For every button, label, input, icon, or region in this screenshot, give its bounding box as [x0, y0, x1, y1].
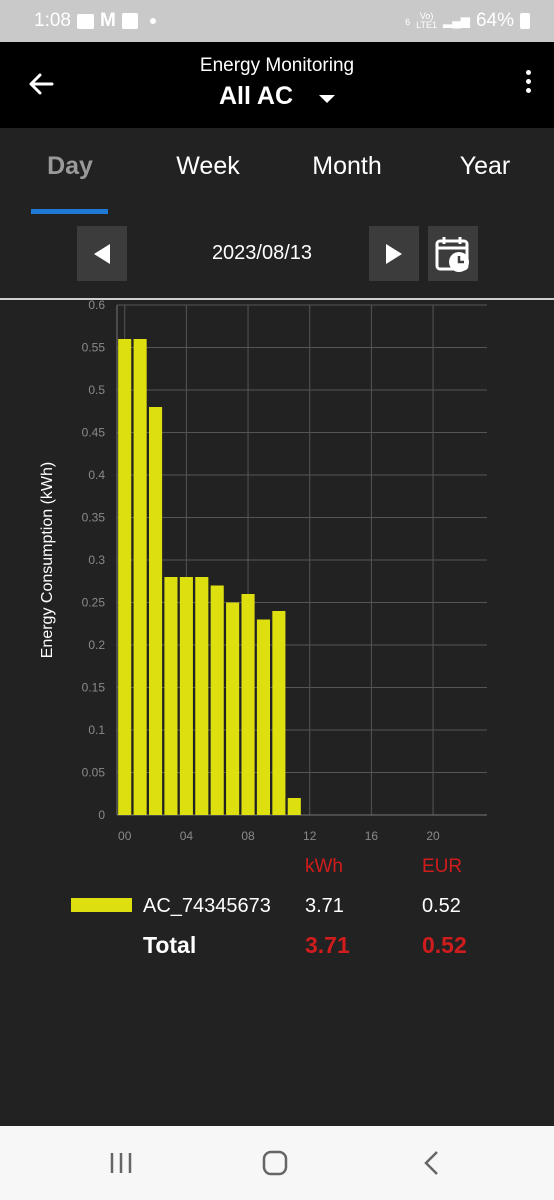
bar	[195, 577, 209, 815]
status-bar: 1:08 M 6 Vo) LTE1 ▂▄▆ 64%	[0, 0, 554, 42]
device-selector[interactable]: All AC	[0, 82, 554, 111]
x-tick-label: 04	[180, 829, 194, 843]
app-title: Energy Monitoring	[199, 55, 355, 76]
battery-percent: 64%	[475, 10, 514, 31]
energy-chart: 0 0.05 0.1 0.15 0.2 0.25 0.3 0.35 0.4 0.45 0.5 0.55…	[0, 298, 554, 850]
date-navigator: 2023/08/13	[0, 216, 554, 300]
kebab-dot	[525, 79, 531, 84]
previous-date-button[interactable]	[77, 226, 127, 281]
bar	[226, 602, 240, 815]
consumption-summary: kWh EUR AC_74345673 3.71 0.52 Total 3.71…	[0, 850, 554, 970]
divider-line	[0, 298, 554, 300]
calendar-button[interactable]	[428, 226, 478, 281]
recent-apps-icon	[110, 1153, 132, 1173]
bar	[133, 339, 147, 815]
y-tick-label: 0.55	[82, 341, 106, 355]
triangle-right-icon	[386, 243, 402, 264]
period-tabs: Day Week Month Year	[0, 128, 554, 216]
bar	[148, 407, 163, 815]
home-icon	[262, 1150, 288, 1176]
bar	[164, 577, 178, 815]
app-bar: Energy Monitoring All AC	[0, 42, 554, 128]
home-button[interactable]	[262, 1150, 288, 1181]
y-tick-label: 0.05	[82, 766, 106, 780]
more-options-button[interactable]	[522, 70, 534, 100]
kebab-dot	[525, 88, 531, 93]
system-nav-bar	[0, 1126, 554, 1200]
x-tick-label: 12	[303, 829, 317, 843]
bar	[118, 339, 132, 815]
network-label: LTE1	[416, 20, 437, 30]
device-kwh: 3.71	[305, 895, 344, 917]
bar	[287, 798, 301, 815]
x-tick-label: 00	[118, 829, 132, 843]
tab-year[interactable]: Year	[459, 152, 511, 180]
y-tick-label: 0.6	[88, 300, 105, 312]
tab-month[interactable]: Month	[312, 152, 382, 180]
x-tick-label: 20	[426, 829, 440, 843]
bar	[210, 585, 224, 815]
bar	[179, 577, 193, 815]
total-label: Total	[143, 932, 197, 958]
device-eur: 0.52	[422, 895, 461, 917]
total-kwh: 3.71	[305, 932, 350, 958]
legend-swatch	[71, 898, 132, 912]
chevron-left-icon	[424, 1151, 438, 1175]
bar	[241, 594, 255, 815]
current-date: 2023/08/13	[211, 242, 313, 264]
y-tick-label: 0.45	[82, 426, 106, 440]
y-tick-label: 0.35	[82, 511, 106, 525]
volte-indicator: Vo) LTE1	[416, 12, 437, 30]
system-back-button[interactable]	[420, 1150, 446, 1181]
active-tab-indicator	[31, 209, 108, 214]
y-tick-label: 0.1	[88, 723, 105, 737]
wifi-icon: 6	[405, 14, 410, 28]
kwh-column-header: kWh	[305, 856, 343, 877]
wifi-calling-number: 6	[405, 17, 411, 27]
x-tick-label: 08	[241, 829, 255, 843]
eur-column-header: EUR	[422, 856, 463, 877]
gmail-icon: M	[99, 10, 116, 31]
y-tick-label: 0.15	[82, 681, 106, 695]
signal-icon: ▂▄▆	[443, 14, 470, 28]
bar	[256, 619, 271, 815]
y-tick-label: 0.4	[88, 468, 105, 482]
status-time: 1:08	[34, 10, 71, 31]
tab-day[interactable]: Day	[47, 152, 93, 180]
next-date-button[interactable]	[369, 226, 419, 281]
y-tick-label: 0.5	[88, 383, 105, 397]
back-button[interactable]	[22, 64, 62, 104]
total-eur: 0.52	[422, 932, 467, 958]
status-left: 1:08 M	[34, 10, 156, 32]
y-tick-label: 0	[98, 808, 105, 822]
x-tick-label: 16	[365, 829, 379, 843]
notification-dot-icon	[149, 18, 156, 24]
y-tick-label: 0.2	[88, 638, 105, 652]
bar	[272, 611, 286, 815]
gallery-icon	[76, 13, 94, 29]
triangle-left-icon	[94, 243, 110, 264]
linkedin-icon	[121, 13, 138, 29]
y-axis-label: Energy Consumption (kWh)	[39, 462, 56, 659]
recent-apps-button[interactable]	[108, 1150, 134, 1181]
arrow-left-icon	[29, 73, 54, 95]
volte-label: Vo)	[419, 11, 434, 21]
device-name: AC_74345673	[143, 895, 271, 917]
calendar-clock-icon	[435, 236, 469, 272]
battery-icon	[520, 13, 530, 29]
y-tick-label: 0.25	[82, 596, 106, 610]
device-selector-label: All AC	[218, 82, 294, 110]
tab-week[interactable]: Week	[176, 152, 240, 180]
status-right: 6 Vo) LTE1 ▂▄▆ 64%	[405, 10, 530, 32]
dropdown-arrow-icon	[319, 94, 336, 103]
y-tick-label: 0.3	[88, 553, 105, 567]
energy-chart-svg: 0 0.05 0.1 0.15 0.2 0.25 0.3 0.35 0.4 0.45 0.5 0.55…	[39, 298, 487, 843]
kebab-dot	[525, 70, 531, 75]
